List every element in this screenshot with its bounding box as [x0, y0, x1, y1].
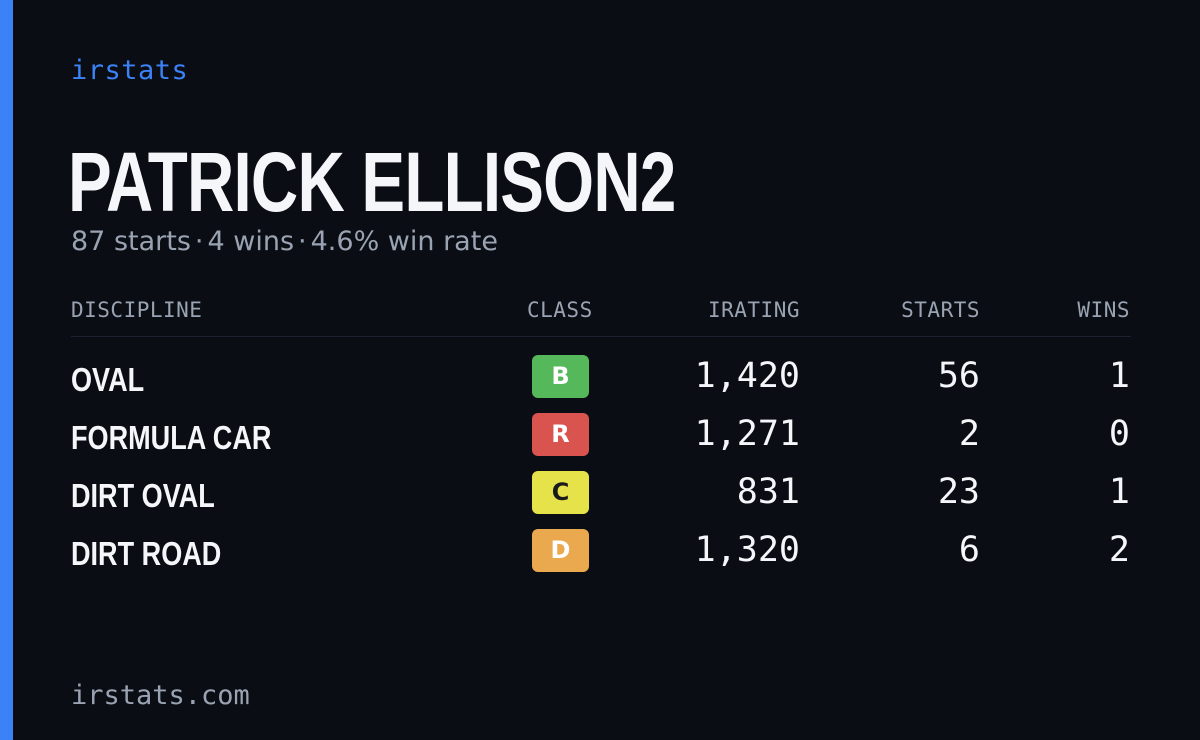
table-row: DIRT ROAD D 1,320 6 2: [71, 527, 1131, 585]
table-row: FORMULA CAR R 1,271 2 0: [71, 411, 1131, 469]
wins-value: 1: [1108, 356, 1130, 396]
starts-value: 6: [958, 530, 980, 570]
header-discipline: DISCIPLINE: [71, 298, 203, 322]
starts-value: 56: [937, 356, 980, 396]
irating-value: 831: [736, 472, 800, 512]
license-class-badge: B: [532, 355, 589, 398]
accent-bar: [0, 0, 13, 740]
footer-url-link[interactable]: irstats.com: [71, 680, 250, 711]
summary-win-rate: 4.6% win rate: [310, 226, 498, 257]
header-irating: IRATING: [707, 298, 800, 322]
driver-summary: 87 starts · 4 wins · 4.6% win rate: [71, 226, 498, 257]
summary-starts: 87 starts: [71, 226, 191, 257]
license-class-badge: C: [532, 471, 589, 514]
table-body: OVAL B 1,420 56 1 FORMULA CAR R 1,271 2 …: [71, 353, 1131, 585]
license-class-badge: D: [532, 529, 589, 572]
discipline-name: OVAL: [71, 361, 145, 398]
brand-logo-text[interactable]: irstats: [71, 55, 189, 86]
summary-separator: ·: [298, 226, 307, 257]
wins-value: 1: [1108, 472, 1130, 512]
discipline-name: DIRT ROAD: [71, 535, 222, 572]
table-header: DISCIPLINE CLASS IRATING STARTS WINS: [71, 296, 1131, 337]
starts-value: 2: [958, 414, 980, 454]
discipline-name: DIRT OVAL: [71, 477, 215, 514]
license-class-badge: R: [532, 413, 589, 456]
irating-value: 1,271: [694, 414, 800, 454]
wins-value: 2: [1108, 530, 1130, 570]
irating-value: 1,420: [694, 356, 800, 396]
summary-separator: ·: [194, 226, 204, 257]
wins-value: 0: [1108, 414, 1130, 454]
discipline-stats-table: DISCIPLINE CLASS IRATING STARTS WINS OVA…: [71, 296, 1131, 585]
starts-value: 23: [937, 472, 980, 512]
table-row: OVAL B 1,420 56 1: [71, 353, 1131, 411]
summary-wins: 4 wins: [207, 226, 295, 257]
header-starts: STARTS: [901, 298, 980, 322]
irating-value: 1,320: [694, 530, 800, 570]
table-row: DIRT OVAL C 831 23 1: [71, 469, 1131, 527]
header-class: CLASS: [527, 298, 593, 322]
header-wins: WINS: [1077, 298, 1130, 322]
discipline-name: FORMULA CAR: [71, 419, 272, 456]
driver-name: PATRICK ELLISON2: [68, 135, 676, 229]
